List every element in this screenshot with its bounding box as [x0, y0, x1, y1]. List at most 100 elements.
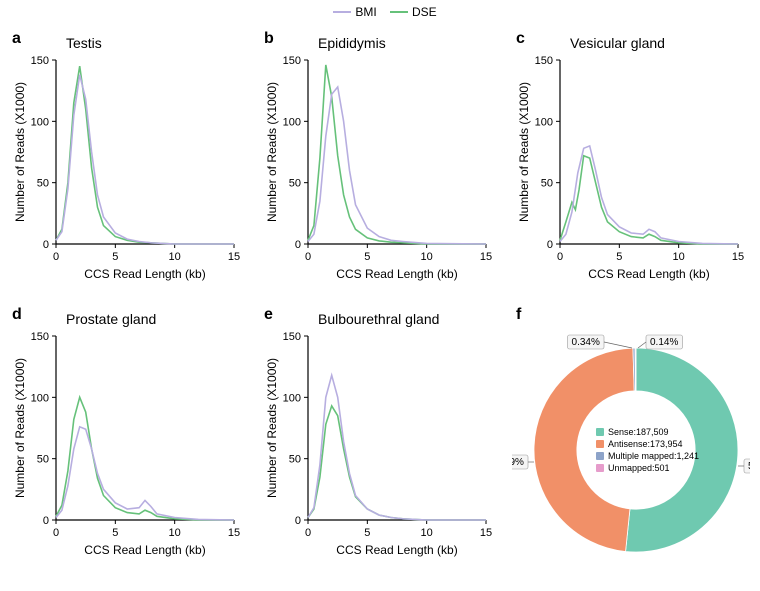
donut-legend-label-unmapped: Unmapped:501: [608, 463, 670, 473]
donut-callout: 47.89%: [512, 457, 524, 468]
x-axis-title: CCS Read Length (kb): [588, 267, 709, 281]
x-tick-label: 5: [364, 527, 370, 539]
donut-legend-label-sense: Sense:187,509: [608, 427, 669, 437]
donut-legend-swatch-antisense: [596, 440, 604, 448]
series-dse: [308, 406, 486, 520]
donut-callout: 51.63%: [748, 461, 750, 472]
y-tick-label: 100: [31, 116, 49, 128]
x-tick-label: 0: [305, 527, 311, 539]
x-tick-label: 15: [480, 527, 492, 539]
y-axis-title: Number of Reads (X1000): [13, 358, 27, 498]
x-axis-title: CCS Read Length (kb): [336, 267, 457, 281]
y-tick-label: 0: [43, 515, 49, 527]
donut-legend-swatch-unmapped: [596, 464, 604, 472]
x-tick-label: 10: [673, 251, 685, 263]
y-tick-label: 100: [283, 392, 301, 404]
line-chart: Epididymis051015050100150CCS Read Length…: [260, 24, 498, 296]
x-tick-label: 15: [228, 251, 240, 263]
donut-legend-label-antisense: Antisense:173,954: [608, 439, 683, 449]
x-tick-label: 15: [480, 251, 492, 263]
panel-c: cVesicular gland051015050100150CCS Read …: [512, 24, 750, 296]
panel-title: Epididymis: [318, 35, 386, 51]
panel-letter: d: [12, 306, 22, 324]
x-tick-label: 5: [112, 251, 118, 263]
line-chart: Vesicular gland051015050100150CCS Read L…: [512, 24, 750, 296]
y-tick-label: 0: [547, 239, 553, 251]
x-tick-label: 5: [616, 251, 622, 263]
y-tick-label: 0: [43, 239, 49, 251]
panel-f: f 51.63% 47.89% 0.34% 0.14% Sense:187,509 Anti…: [512, 300, 750, 572]
y-axis-title: Number of Reads (X1000): [517, 82, 531, 222]
panel-e: eBulbourethral gland051015050100150CCS R…: [260, 300, 498, 572]
panel-title: Bulbourethral gland: [318, 311, 439, 327]
donut-callout: 0.34%: [572, 337, 600, 348]
x-tick-label: 10: [169, 527, 181, 539]
x-tick-label: 0: [53, 251, 59, 263]
x-tick-label: 15: [228, 527, 240, 539]
axes: [308, 60, 486, 244]
donut-callout: 0.14%: [650, 337, 678, 348]
line-chart: Testis051015050100150CCS Read Length (kb…: [8, 24, 246, 296]
x-tick-label: 5: [364, 251, 370, 263]
panel-letter: f: [516, 306, 521, 324]
series-bmi: [308, 375, 486, 520]
y-tick-label: 150: [283, 331, 301, 343]
panel-title: Vesicular gland: [570, 35, 665, 51]
y-tick-label: 50: [289, 454, 301, 466]
panel-d: dProstate gland051015050100150CCS Read L…: [8, 300, 246, 572]
line-chart: Bulbourethral gland051015050100150CCS Re…: [260, 300, 498, 572]
panel-title: Testis: [66, 35, 102, 51]
legend-swatch-dse: [390, 11, 408, 13]
axes: [308, 336, 486, 520]
x-axis-title: CCS Read Length (kb): [84, 267, 205, 281]
donut-legend-swatch-sense: [596, 428, 604, 436]
panel-b: bEpididymis051015050100150CCS Read Lengt…: [260, 24, 498, 296]
series-bmi: [308, 87, 486, 244]
series-dse: [56, 66, 234, 244]
y-axis-title: Number of Reads (X1000): [265, 358, 279, 498]
y-axis-title: Number of Reads (X1000): [13, 82, 27, 222]
top-legend: BMI DSE: [0, 4, 760, 19]
x-tick-label: 15: [732, 251, 744, 263]
y-tick-label: 100: [283, 116, 301, 128]
series-bmi: [56, 75, 234, 244]
y-tick-label: 50: [289, 178, 301, 190]
x-tick-label: 10: [421, 527, 433, 539]
donut-legend-label-multiple: Multiple mapped:1,241: [608, 451, 699, 461]
y-tick-label: 100: [31, 392, 49, 404]
y-tick-label: 150: [31, 55, 49, 67]
x-tick-label: 0: [305, 251, 311, 263]
y-tick-label: 100: [535, 116, 553, 128]
x-axis-title: CCS Read Length (kb): [84, 543, 205, 557]
legend-swatch-bmi: [333, 11, 351, 13]
figure-container: BMI DSE aTestis051015050100150CCS Read L…: [0, 0, 760, 591]
y-tick-label: 50: [541, 178, 553, 190]
y-tick-label: 50: [37, 178, 49, 190]
y-tick-label: 150: [31, 331, 49, 343]
y-tick-label: 0: [295, 239, 301, 251]
panel-letter: a: [12, 30, 21, 48]
y-tick-label: 150: [283, 55, 301, 67]
x-tick-label: 0: [557, 251, 563, 263]
axes: [560, 60, 738, 244]
y-tick-label: 150: [535, 55, 553, 67]
donut-legend-swatch-multiple: [596, 452, 604, 460]
y-tick-label: 50: [37, 454, 49, 466]
donut-chart: 51.63% 47.89% 0.34% 0.14% Sense:187,509 Antis…: [512, 300, 750, 572]
x-tick-label: 10: [421, 251, 433, 263]
series-bmi: [56, 427, 234, 520]
legend-label-bmi: BMI: [355, 5, 376, 19]
series-dse: [560, 156, 738, 244]
y-axis-title: Number of Reads (X1000): [265, 82, 279, 222]
panel-letter: b: [264, 30, 274, 48]
legend-label-dse: DSE: [412, 5, 437, 19]
x-axis-title: CCS Read Length (kb): [336, 543, 457, 557]
panel-letter: e: [264, 306, 273, 324]
x-tick-label: 10: [169, 251, 181, 263]
donut-hole: [577, 391, 695, 509]
series-bmi: [560, 146, 738, 244]
donut-slice-unmapped: [635, 348, 636, 391]
line-chart: Prostate gland051015050100150CCS Read Le…: [8, 300, 246, 572]
y-tick-label: 0: [295, 515, 301, 527]
x-tick-label: 5: [112, 527, 118, 539]
